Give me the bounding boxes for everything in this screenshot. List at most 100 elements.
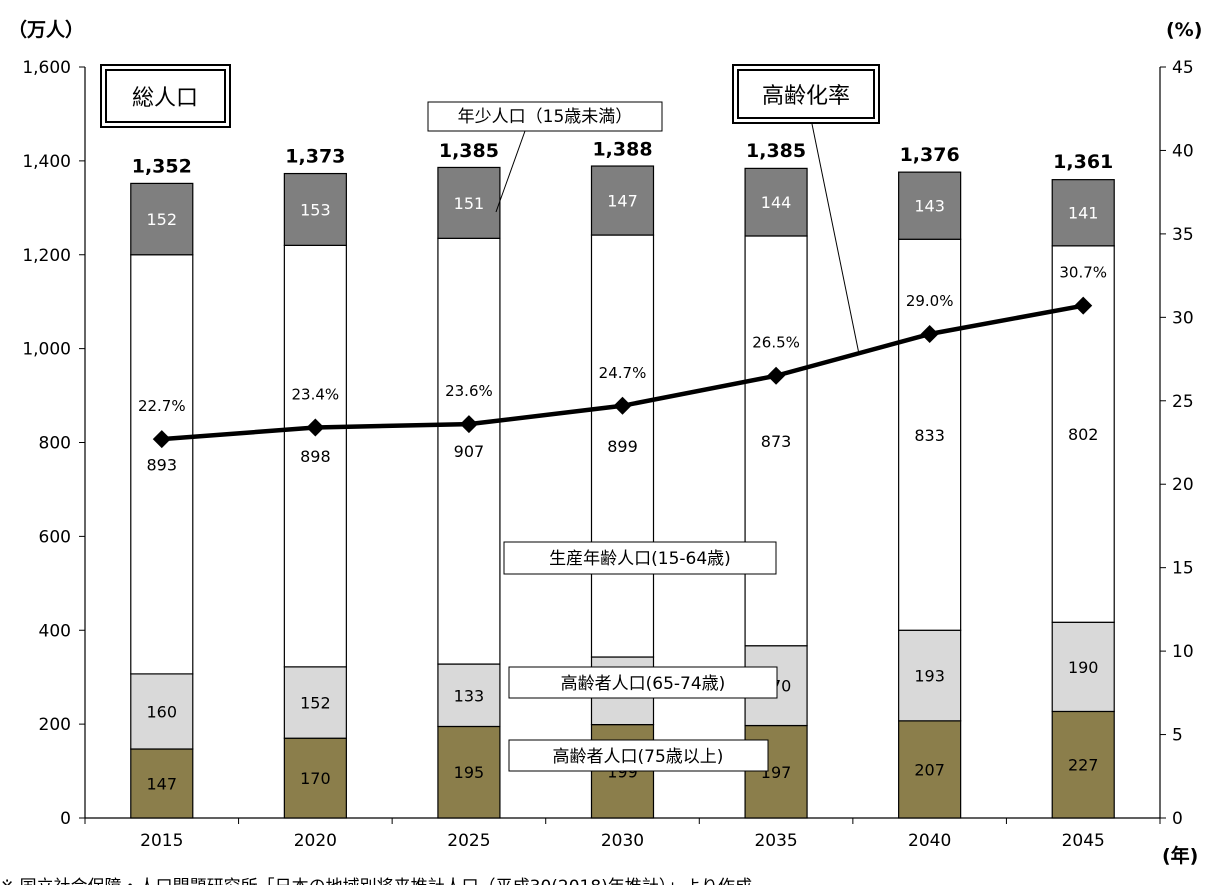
left-tick-label: 600 bbox=[39, 527, 71, 547]
bar-segment-working bbox=[898, 238, 962, 631]
bar-segment-elderly-65-74 bbox=[130, 673, 194, 750]
left-tick-label: 1,400 bbox=[22, 152, 71, 172]
stacked-bars: 147 160 893 152 1,352 170 152 898 153 1,373 195 133… bbox=[130, 139, 1115, 819]
elderly-65-74-callout-label: 高齢者人口(65-74歳) bbox=[561, 674, 726, 694]
bar-segment-young-label: 152 bbox=[147, 210, 178, 229]
aging-rate-title: 高齢化率 bbox=[762, 84, 850, 109]
bar-total-label: 1,385 bbox=[746, 140, 806, 162]
elderly-65-74-callout: 高齢者人口(65-74歳) bbox=[508, 666, 778, 699]
right-tick-label: 5 bbox=[1172, 726, 1183, 746]
aging-rate-point bbox=[767, 366, 786, 385]
bar-segment-young-label: 141 bbox=[1068, 204, 1099, 223]
bar-segment-working-label: 893 bbox=[147, 455, 178, 474]
bar-segment-working bbox=[437, 237, 501, 665]
bar-segment-elderly-65-74-label: 160 bbox=[147, 702, 178, 721]
x-tick-label: 2030 bbox=[601, 831, 644, 851]
bar-total-label: 1,376 bbox=[900, 144, 960, 166]
aging-rate-callout-leader bbox=[811, 123, 860, 355]
bar-segment-young-label: 147 bbox=[607, 192, 638, 211]
x-tick-label: 2020 bbox=[294, 831, 337, 851]
left-axis-ticks: 0 200 400 600 800 1,000 1,200 1,400 1,600 bbox=[22, 58, 85, 829]
young-callout-label: 年少人口（15歳未満） bbox=[458, 107, 633, 127]
bar-segment-working-label: 898 bbox=[300, 447, 331, 466]
right-tick-label: 45 bbox=[1172, 58, 1194, 78]
aging-rate-label: 23.4% bbox=[292, 385, 340, 403]
bar-segment-working-label: 899 bbox=[607, 437, 638, 456]
source-footnote: ※ 国立社会保障・人口問題研究所「日本の地域別将来推計人口（平成30(2018)… bbox=[0, 877, 752, 885]
bar-segment-elderly-75-label: 227 bbox=[1068, 756, 1099, 775]
bar-segment-elderly-65-74 bbox=[1051, 621, 1115, 713]
bar-segment-elderly-65-74 bbox=[283, 666, 347, 739]
aging-rate-point bbox=[613, 396, 632, 415]
bar-segment-working bbox=[283, 244, 347, 668]
bar-segment-young-label: 143 bbox=[914, 197, 945, 216]
bar-segment-elderly-65-74 bbox=[437, 663, 501, 728]
working-callout-label: 生産年齢人口(15-64歳) bbox=[549, 549, 731, 569]
bar-segment-elderly-65-74-label: 193 bbox=[914, 667, 945, 686]
left-tick-label: 1,600 bbox=[22, 58, 71, 78]
bar-segment-working bbox=[130, 254, 194, 675]
aging-rate-point bbox=[920, 325, 939, 344]
bar-segment-elderly-75-label: 207 bbox=[914, 760, 945, 779]
aging-rate-label: 23.6% bbox=[445, 382, 493, 400]
x-tick-label: 2035 bbox=[754, 831, 797, 851]
left-axis-unit: （万人） bbox=[8, 18, 84, 41]
right-tick-label: 10 bbox=[1172, 642, 1194, 662]
total-population-title-box: 総人口 bbox=[100, 64, 231, 128]
x-axis-ticks: 2015 2020 2025 2030 2035 2040 2045 bbox=[84, 818, 1161, 851]
bar-segment-young bbox=[283, 172, 347, 246]
x-tick-label: 2045 bbox=[1062, 831, 1105, 851]
bar-segment-young-label: 151 bbox=[454, 194, 485, 213]
bar-segment-elderly-75-label: 170 bbox=[300, 769, 331, 788]
right-tick-label: 25 bbox=[1172, 392, 1194, 412]
right-tick-label: 15 bbox=[1172, 559, 1194, 579]
bar-segment-elderly-75 bbox=[437, 725, 501, 819]
aging-rate-point bbox=[306, 418, 325, 437]
bar-total-label: 1,352 bbox=[132, 155, 192, 177]
bar-total-label: 1,385 bbox=[439, 140, 499, 162]
x-tick-label: 2015 bbox=[140, 831, 183, 851]
working-callout: 生産年齢人口(15-64歳) bbox=[503, 541, 777, 575]
bar-segment-young-label: 153 bbox=[300, 200, 331, 219]
x-tick-label: 2040 bbox=[908, 831, 951, 851]
bar-segment-working-label: 907 bbox=[454, 442, 485, 461]
aging-rate-title-box: 高齢化率 bbox=[732, 64, 880, 124]
aging-rate-line-series: 22.7% 23.4% 23.6% 24.7% 26.5% 29.0% 30.7% bbox=[138, 264, 1107, 449]
left-tick-label: 0 bbox=[60, 809, 71, 829]
right-tick-label: 30 bbox=[1172, 308, 1194, 328]
bar-segment-elderly-75 bbox=[1051, 710, 1115, 819]
elderly-75-callout: 高齢者人口(75歳以上) bbox=[508, 739, 769, 772]
bar-segment-young-label: 144 bbox=[761, 193, 792, 212]
x-tick-label: 2025 bbox=[447, 831, 490, 851]
left-tick-label: 200 bbox=[39, 715, 71, 735]
left-tick-label: 400 bbox=[39, 621, 71, 641]
aging-rate-point bbox=[459, 415, 478, 434]
right-axis-unit: (%) bbox=[1166, 19, 1202, 41]
aging-rate-label: 24.7% bbox=[599, 364, 647, 382]
young-callout-leader bbox=[495, 130, 526, 213]
right-axis-ticks: 0 5 10 15 20 25 30 35 40 45 bbox=[1160, 58, 1194, 829]
bar-segment-elderly-75 bbox=[898, 720, 962, 819]
bar-segment-elderly-75 bbox=[130, 748, 194, 819]
right-tick-label: 0 bbox=[1172, 809, 1183, 829]
aging-rate-label: 22.7% bbox=[138, 397, 186, 415]
aging-rate-point bbox=[1074, 296, 1093, 315]
bar-segment-elderly-65-74-label: 152 bbox=[300, 694, 331, 713]
bar-segment-young bbox=[437, 166, 501, 239]
left-tick-label: 1,000 bbox=[22, 340, 71, 360]
right-tick-label: 20 bbox=[1172, 475, 1194, 495]
bar-segment-working-label: 873 bbox=[761, 432, 792, 451]
bar-segment-elderly-75-label: 195 bbox=[454, 763, 485, 782]
right-tick-label: 35 bbox=[1172, 225, 1194, 245]
elderly-75-callout-label: 高齢者人口(75歳以上) bbox=[553, 747, 724, 767]
bar-total-label: 1,373 bbox=[285, 146, 345, 168]
bar-total-label: 1,388 bbox=[592, 139, 652, 161]
bar-segment-young bbox=[744, 167, 808, 237]
bar-total-label: 1,361 bbox=[1053, 151, 1113, 173]
total-population-title: 総人口 bbox=[132, 86, 198, 111]
bar-segment-young bbox=[590, 165, 655, 236]
bar-segment-elderly-65-74-label: 190 bbox=[1068, 658, 1099, 677]
bar-segment-elderly-75 bbox=[283, 737, 347, 819]
bar-segment-working bbox=[590, 234, 655, 658]
